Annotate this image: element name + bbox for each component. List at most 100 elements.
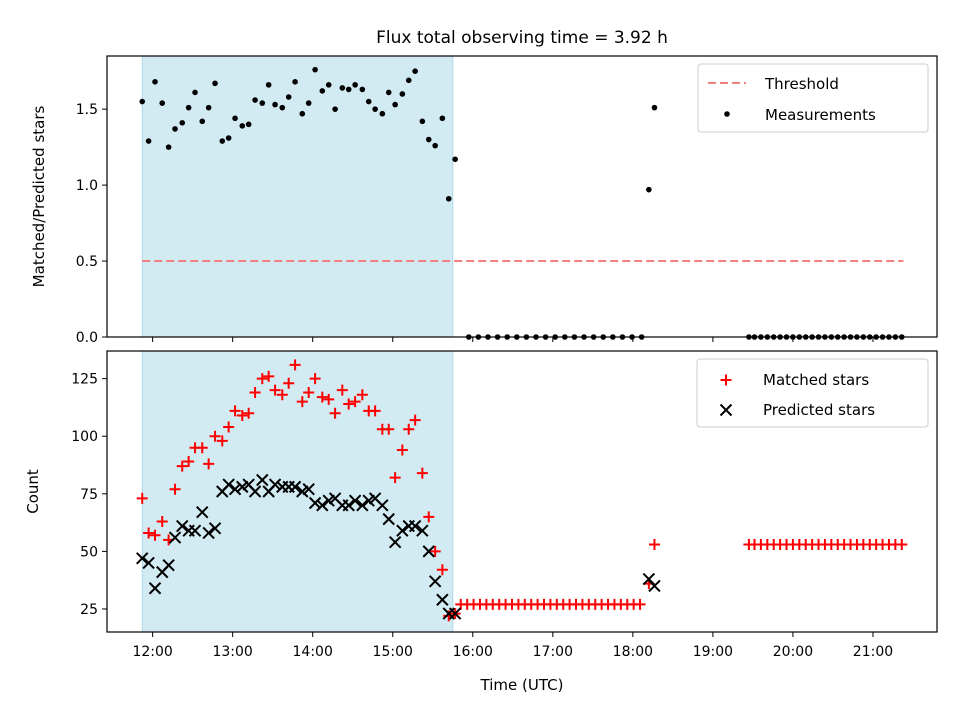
predicted-star-marker [228,482,242,496]
predicted-star-marker [142,556,155,570]
y-tick-label: 25 [80,602,98,618]
measurement-point [172,126,178,132]
predicted-star-marker [356,499,369,512]
matched-star-marker [296,396,308,408]
matched-star-marker [203,458,215,470]
predicted-star-marker [168,531,182,544]
matched-star-marker [634,598,646,610]
axes-frame [106,350,938,633]
predicted-star-marker [188,524,202,537]
matched-star-marker [169,483,181,495]
matched-star-marker [316,391,328,403]
x-tick-label: 15:00 [373,644,413,660]
matched-star-marker [389,472,401,484]
measurement-point [292,79,298,85]
matched-star-marker [183,456,195,468]
predicted-star-marker [136,552,149,565]
chart-title: Flux total observing time = 3.92 h [376,28,668,48]
legend-predicted-swatch [719,403,733,417]
predicted-star-marker [208,522,222,535]
matched-star-marker [149,529,161,541]
bottom-panel-counts: 25 50 75 100 125 12:00 13:00 14:00 15:00 16:00 17:… [24,350,938,694]
measurement-point [319,88,326,94]
matched-star-marker [323,393,335,405]
measurement-point [205,104,212,111]
matched-star-marker [263,370,275,382]
predicted-star-marker [302,482,315,496]
measurement-point [279,104,286,111]
measurement-point [425,136,432,143]
matched-star-marker [269,384,281,396]
y-tick-label: 75 [80,487,98,503]
measurement-point [285,94,292,100]
measurement-point [385,89,392,96]
matched-star-marker [409,414,421,426]
measurement-point [232,115,238,122]
predicted-star-marker [448,607,462,620]
matched-star-marker [156,515,168,527]
matched-star-marker [336,384,348,396]
matched-star-marker [309,373,321,385]
y-tick-label: 0.5 [76,254,98,270]
matched-star-marker [249,386,261,398]
predicted-star-marker [382,512,395,526]
x-tick-label: 16:00 [453,644,493,660]
measurement-point [325,82,332,88]
matched-star-marker [329,407,341,419]
matched-star-marker [229,405,241,417]
measurement-point [212,80,218,87]
measurement-point [432,142,438,149]
measurement-point [339,85,346,91]
measurement-point [152,79,158,85]
y-axis-label: Count [24,469,42,514]
measurement-point [239,123,246,129]
y-tick-label: 50 [80,544,98,560]
measurement-point [445,195,452,202]
predicted-star-marker [162,558,175,572]
matched-star-marker [243,407,255,419]
measurement-point [379,110,386,117]
predicted-star-marker [408,519,422,533]
matched-star-marker [276,389,288,401]
legend-box [697,63,929,133]
legend-matched-swatch [720,374,732,386]
matched-star-marker [416,467,428,479]
matched-star-marker [209,430,221,442]
shaded-observing-region [141,350,454,633]
matched-star-marker [369,405,381,417]
measurement-point [159,100,166,106]
matched-star-marker [303,386,315,398]
x-tick-label: 18:00 [613,644,653,660]
predicted-star-marker [248,485,262,498]
legend-measurement-swatch [724,111,730,117]
matched-star-marker [136,492,148,504]
x-tick-label: 20:00 [773,644,813,660]
measurement-point [192,89,198,96]
measurement-point [299,110,306,117]
axes-frame [106,55,938,338]
predicted-star-marker [422,545,435,558]
matched-star-marker [429,545,441,557]
predicted-star-marker [148,582,162,595]
x-tick-label: 21:00 [853,644,893,660]
legend-box [696,358,929,428]
measurement-point [185,104,192,111]
predicted-star-marker [176,519,189,533]
legend-measurement-label: Measurements [765,106,876,124]
measurement-point [165,144,172,150]
matched-star-marker [403,423,415,435]
matched-star-marker [896,538,908,550]
matched-star-marker [396,444,408,456]
measurement-point [352,82,358,88]
matched-star-marker [216,435,228,447]
measurement-point [265,82,272,88]
shaded-observing-region [141,55,454,338]
y-tick-label: 0.0 [76,330,98,346]
matched-star-marker [436,564,448,576]
predicted-star-marker [396,524,409,537]
measurement-point [345,86,352,93]
x-tick-label: 19:00 [693,644,733,660]
predicted-star-marker [268,478,282,491]
predicted-star-marker [288,480,302,494]
measurement-point [252,97,258,103]
